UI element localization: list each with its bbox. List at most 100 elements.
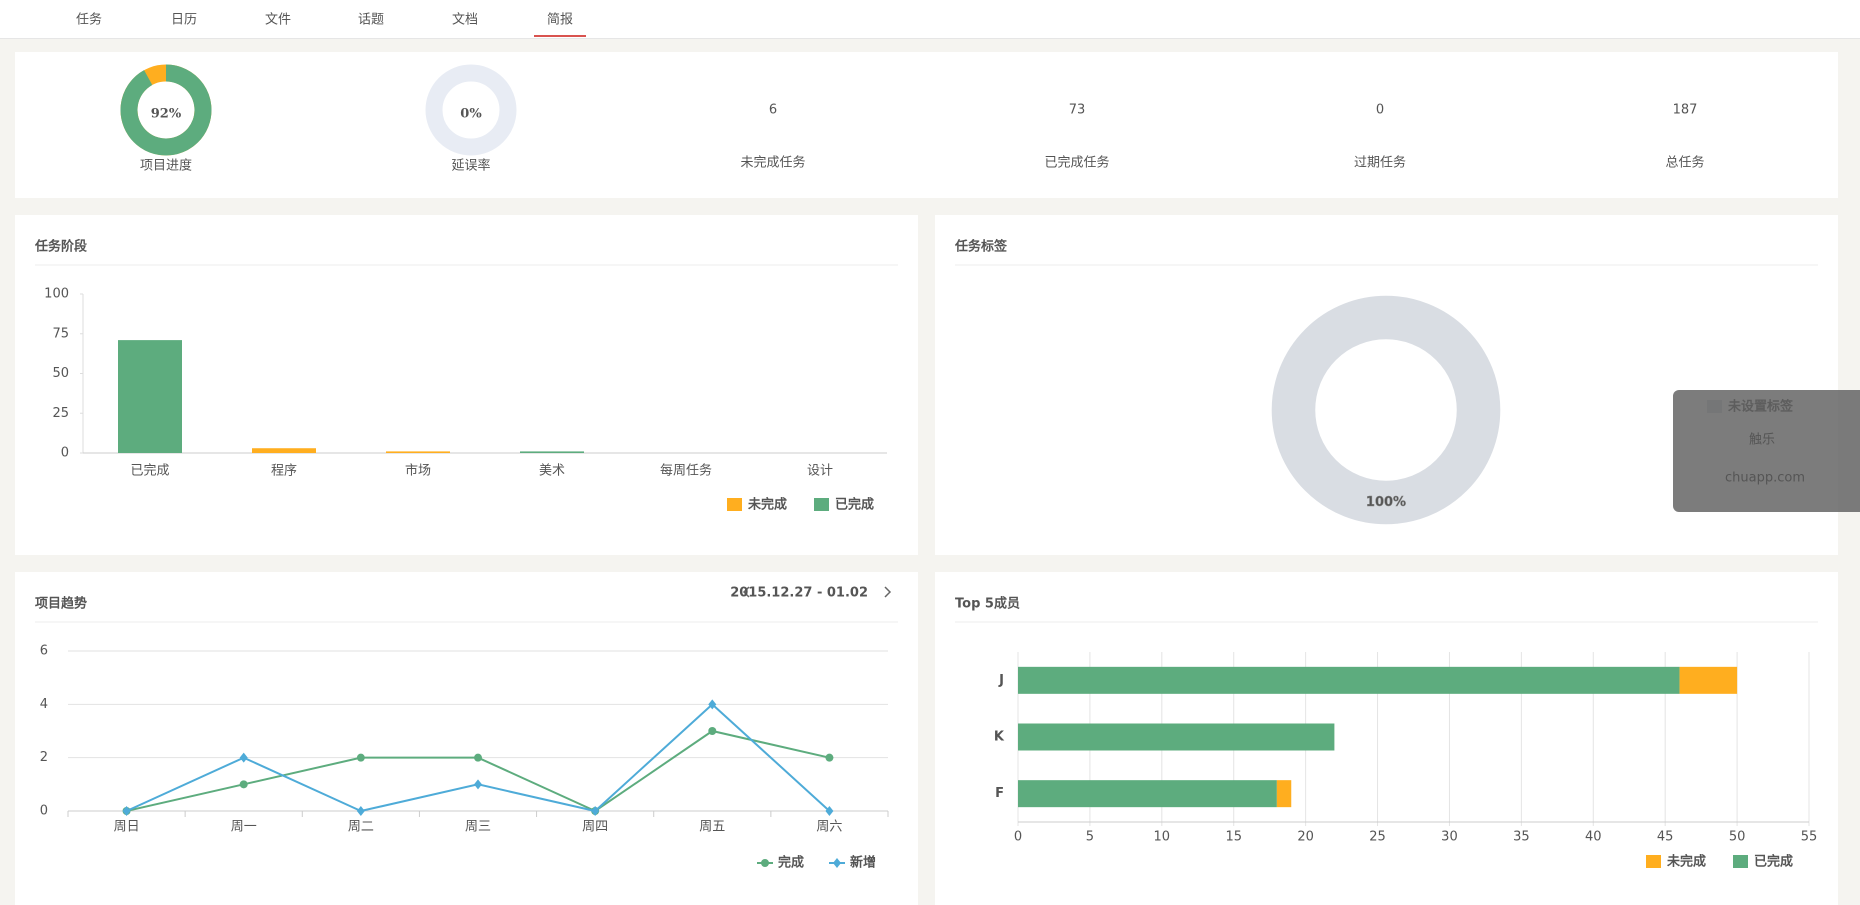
legend-label: 已完成 [1754, 854, 1793, 870]
x-tick-label: 45 [1657, 830, 1674, 845]
bar [386, 451, 450, 453]
legend-label: 未完成 [1666, 854, 1706, 870]
x-tick-label: 市场 [405, 463, 431, 479]
y-tick-label: K [994, 730, 1005, 745]
point [825, 806, 834, 816]
pie-slice [1270, 294, 1502, 526]
donut-value: 92% [151, 107, 182, 122]
chart-title: 项目趋势 [35, 596, 87, 612]
nav-tab[interactable]: 日历 [171, 13, 197, 28]
donut-track [425, 64, 517, 156]
point [122, 806, 131, 816]
x-tick-label: 周二 [348, 820, 374, 835]
x-tick-label: 20 [1297, 830, 1314, 845]
watermark-site: chuapp.com [1725, 471, 1805, 486]
x-tick-label: 每周任务 [660, 463, 712, 479]
x-tick-label: 40 [1585, 830, 1602, 845]
chart-title: Top 5成员 [955, 596, 1020, 612]
stat-label: 总任务 [1665, 155, 1704, 171]
point [239, 780, 248, 789]
donut-arc [120, 64, 212, 156]
stat-value: 6 [769, 103, 777, 118]
y-tick-label: 2 [40, 750, 48, 765]
bar [118, 340, 182, 453]
point [708, 699, 717, 710]
y-tick-label: 75 [52, 326, 69, 341]
bar [1276, 780, 1292, 808]
legend-label: 新增 [850, 855, 876, 871]
x-tick-label: 35 [1513, 830, 1530, 845]
y-tick-label: 0 [40, 804, 48, 819]
point [356, 806, 365, 816]
prev-week[interactable] [742, 586, 750, 598]
point [708, 727, 717, 735]
stat-label: 延误率 [451, 158, 490, 174]
stats-panel [15, 52, 1838, 198]
stat-label: 已完成任务 [1044, 155, 1109, 171]
x-tick-label: 已完成 [130, 464, 169, 479]
bar [520, 451, 584, 453]
nav-tab[interactable]: 文档 [452, 13, 478, 28]
donut-value: 0% [460, 107, 482, 122]
y-tick-label: 0 [61, 446, 69, 461]
watermark-logo: 触乐 [1749, 433, 1775, 448]
point [474, 753, 482, 762]
y-tick-label: F [995, 786, 1004, 801]
x-tick-label: 50 [1729, 830, 1746, 845]
point [474, 779, 482, 790]
y-tick-label: 6 [40, 644, 48, 659]
stat-label: 项目进度 [140, 158, 192, 174]
x-tick-label: 周六 [816, 820, 842, 835]
x-tick-label: 设计 [807, 464, 833, 479]
x-tick-label: 15 [1225, 830, 1242, 845]
stat-label: 未完成任务 [740, 155, 805, 171]
slice-label: 100% [1366, 495, 1406, 510]
legend-swatch [727, 498, 742, 511]
bar [1018, 666, 1680, 694]
x-tick-label: 30 [1441, 830, 1458, 845]
x-tick-label: 5 [1086, 830, 1094, 845]
next-week[interactable] [884, 586, 892, 598]
y-tick-label: 4 [40, 697, 48, 712]
nav-tab[interactable]: 文件 [265, 13, 291, 28]
legend-swatch [814, 498, 829, 511]
y-tick-label: J [998, 673, 1004, 688]
x-tick-label: 周日 [114, 820, 140, 835]
point [825, 753, 834, 762]
x-tick-label: 周一 [231, 820, 257, 835]
bar [1018, 723, 1335, 751]
nav-tab[interactable]: 简报 [547, 12, 573, 28]
stat-value: 187 [1673, 103, 1698, 118]
legend-swatch [1733, 855, 1748, 868]
x-tick-label: 周三 [465, 820, 491, 835]
stat-label: 过期任务 [1354, 155, 1406, 171]
y-tick-label: 25 [52, 406, 69, 421]
point [833, 858, 841, 868]
legend-label: 未完成 [747, 497, 787, 513]
chart-subtitle: 2015.12.27 - 01.02 [730, 586, 868, 601]
x-tick-label: 10 [1154, 830, 1171, 845]
y-tick-label: 50 [52, 366, 69, 381]
point [591, 806, 600, 816]
x-tick-label: 55 [1801, 830, 1818, 845]
panel [15, 572, 918, 905]
stat-value: 73 [1069, 103, 1086, 118]
point [239, 752, 248, 763]
nav-bar [0, 0, 1860, 38]
point [761, 859, 769, 867]
legend-label: 已完成 [835, 497, 874, 513]
x-tick-label: 周五 [699, 820, 725, 835]
nav-tab[interactable]: 话题 [358, 13, 384, 28]
bar [1679, 666, 1738, 694]
nav-tab[interactable]: 任务 [76, 12, 102, 28]
watermark-box [1673, 390, 1860, 512]
x-tick-label: 周四 [582, 820, 608, 835]
chart-title: 任务标签 [954, 239, 1008, 255]
stat-value: 0 [1376, 103, 1384, 118]
x-tick-label: 25 [1369, 830, 1386, 845]
nav-active-underline [534, 35, 586, 37]
x-tick-label: 0 [1014, 830, 1022, 845]
bar [1018, 780, 1277, 808]
